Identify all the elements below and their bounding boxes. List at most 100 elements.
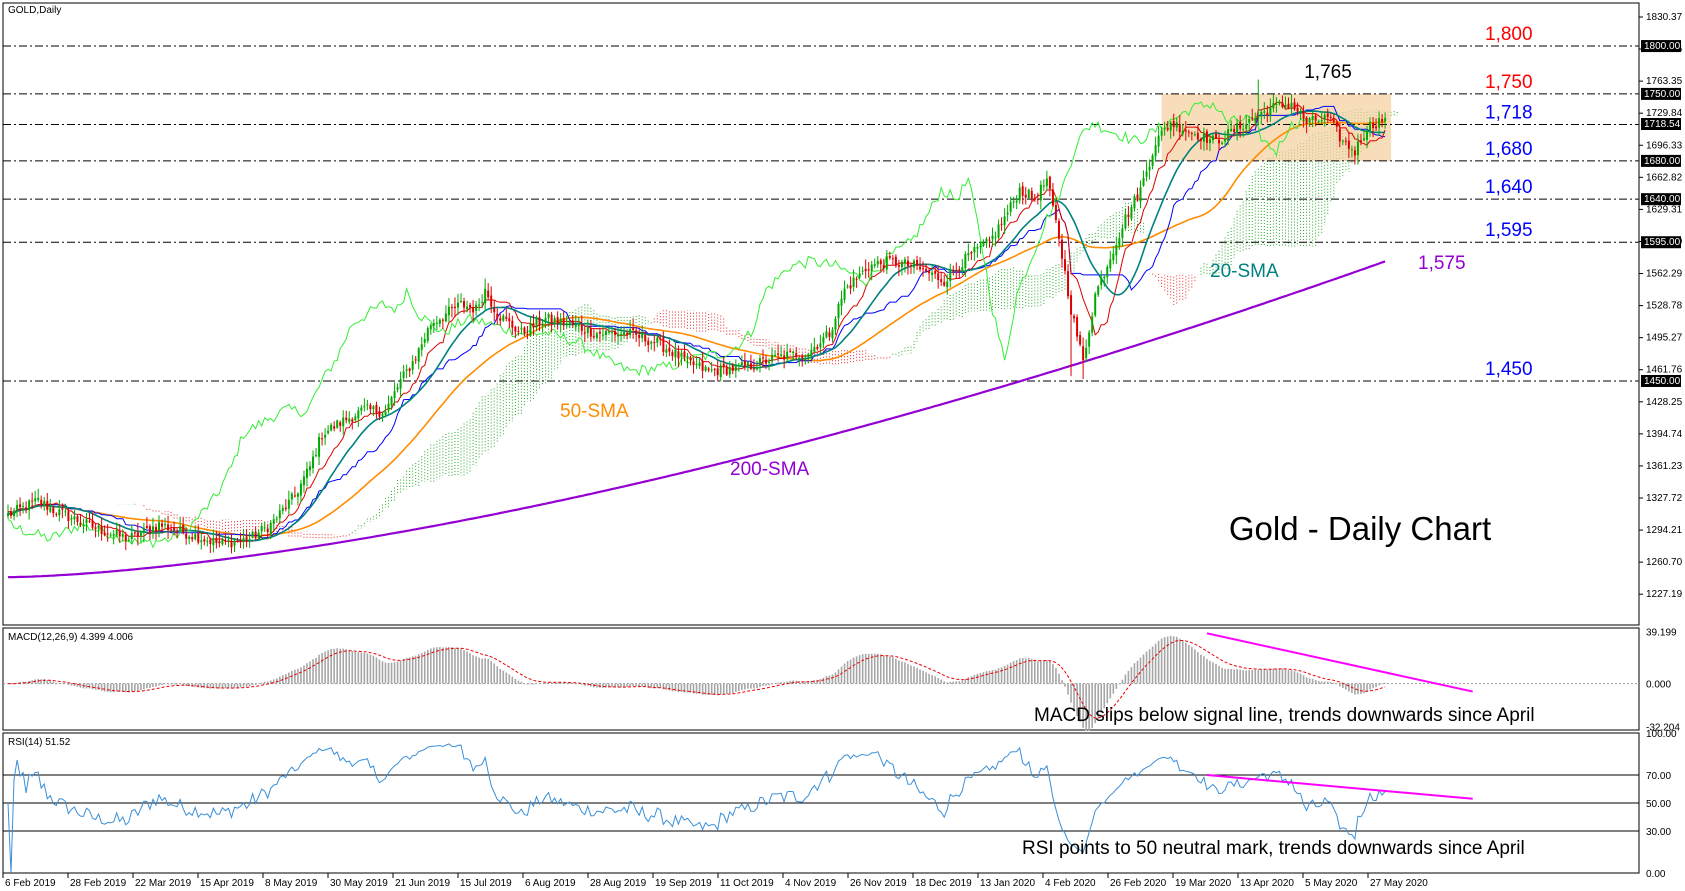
- candle-body: [888, 256, 891, 258]
- candle-body: [544, 317, 547, 323]
- candle-body: [1018, 187, 1021, 201]
- candle-body: [1341, 140, 1344, 142]
- price-tick-label: 1662.82: [1646, 172, 1683, 183]
- candle-body: [644, 334, 647, 342]
- candle-body: [496, 313, 499, 319]
- candle-body: [786, 351, 789, 359]
- candle-body: [719, 365, 722, 377]
- candle-body: [897, 264, 900, 267]
- candle-body: [843, 288, 846, 300]
- macd-header: MACD(12,26,9) 4.399 4.006: [8, 632, 134, 643]
- candle-body: [1151, 155, 1154, 166]
- candle-body: [1187, 131, 1190, 133]
- candle-body: [1208, 139, 1211, 144]
- candle-body: [106, 533, 109, 535]
- candle-body: [1024, 194, 1027, 198]
- candle-body: [819, 343, 822, 348]
- candle-body: [1338, 128, 1341, 142]
- candle-body: [686, 356, 689, 359]
- candle-body: [278, 510, 281, 519]
- candle-body: [1088, 332, 1091, 347]
- candle-body: [64, 511, 67, 513]
- price-tick-label: 1696.33: [1646, 140, 1683, 151]
- candle-body: [755, 366, 758, 370]
- candle-body: [318, 437, 321, 457]
- candle-body: [1251, 117, 1254, 120]
- candle-body: [324, 434, 327, 438]
- candle-body: [1287, 103, 1290, 109]
- candle-body: [952, 270, 955, 272]
- candle-body: [76, 516, 79, 522]
- candle-body: [112, 534, 115, 536]
- candle-body: [466, 306, 469, 310]
- candle-body: [825, 331, 828, 338]
- candle-body: [867, 269, 870, 271]
- candle-body: [88, 520, 91, 522]
- candle-body: [142, 527, 145, 533]
- candle-body: [734, 364, 737, 371]
- candle-body: [296, 493, 299, 497]
- candle-body: [1227, 129, 1230, 142]
- rsi-line: [3, 743, 1639, 874]
- macd-histogram: [3, 632, 1639, 731]
- candle-body: [698, 362, 701, 366]
- candle-body: [1148, 166, 1151, 171]
- candle-body: [333, 426, 336, 429]
- date-label: 5 May 2020: [1305, 878, 1358, 889]
- price-tick-label: 1428.25: [1646, 397, 1683, 408]
- candle-body: [148, 526, 151, 534]
- price-marker-label: 1640.00: [1644, 194, 1681, 205]
- candle-body: [514, 327, 517, 332]
- candle-body: [417, 348, 420, 362]
- candle-body: [1021, 186, 1024, 196]
- candle-body: [816, 346, 819, 350]
- candle-body: [309, 466, 311, 471]
- candle-body: [925, 268, 928, 272]
- candle-body: [801, 356, 804, 358]
- candle-body: [1172, 121, 1175, 128]
- candle-body: [230, 540, 233, 548]
- candle-body: [583, 332, 586, 334]
- candle-body: [1157, 135, 1160, 147]
- candle-body: [405, 369, 408, 371]
- candle-body: [1335, 122, 1338, 127]
- rsi-annotation: RSI points to 50 neutral mark, trends do…: [1022, 838, 1525, 859]
- macd-panel-frame: [2, 627, 1640, 731]
- candle-body: [441, 319, 444, 321]
- candle-body: [749, 363, 752, 370]
- candle-body: [1362, 138, 1365, 141]
- candle-body: [290, 493, 293, 500]
- candle-body: [855, 278, 858, 280]
- candle-body: [345, 417, 348, 421]
- candle-body: [1332, 119, 1335, 123]
- candle-body: [946, 281, 949, 288]
- candle-body: [396, 387, 399, 390]
- candle-body: [798, 357, 801, 360]
- date-label: 13 Jan 2020: [980, 878, 1035, 889]
- candle-body: [601, 334, 604, 336]
- candle-body: [10, 511, 13, 516]
- rsi-tick-label: 70.00: [1646, 771, 1671, 782]
- candle-body: [1317, 121, 1320, 123]
- candle-body: [499, 318, 502, 321]
- candle-body: [1139, 187, 1142, 202]
- candle-body: [444, 313, 447, 322]
- candle-body: [1178, 124, 1181, 133]
- candle-body: [478, 304, 481, 306]
- candle-body: [689, 357, 692, 360]
- candle-body: [182, 525, 185, 533]
- candle-body: [1012, 201, 1015, 203]
- candle-body: [1202, 132, 1205, 142]
- price-tick-label: 1629.31: [1646, 204, 1683, 215]
- candle-body: [1245, 124, 1248, 130]
- candle-body: [302, 476, 305, 486]
- candle-body: [1169, 122, 1172, 131]
- candle-body: [1166, 127, 1169, 130]
- candle-body: [1275, 103, 1278, 106]
- candle-body: [299, 483, 302, 496]
- candle-body: [25, 507, 28, 511]
- candle-body: [31, 500, 34, 502]
- candle-body: [535, 318, 538, 328]
- candle-body: [1284, 105, 1287, 108]
- candle-body: [1082, 346, 1085, 361]
